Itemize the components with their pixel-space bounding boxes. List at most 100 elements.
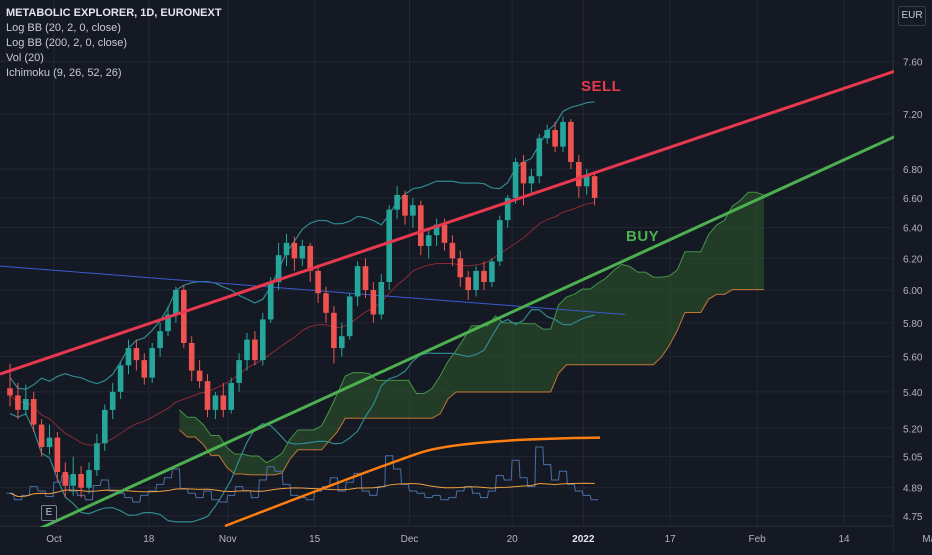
candle-body: [38, 424, 45, 448]
time-tick-label: 17: [665, 534, 677, 545]
candle-body: [473, 270, 479, 291]
buy-channel-line: [0, 117, 932, 549]
candle-body: [94, 443, 100, 471]
candle-body: [339, 336, 345, 349]
sell-annotation: SELL: [581, 78, 622, 95]
time-tick-label: 20: [507, 534, 519, 545]
candle-body: [497, 220, 503, 262]
candle-body: [109, 391, 116, 410]
price-tick-label: 5.05: [903, 453, 923, 464]
price-tick-label: 6.80: [903, 165, 923, 176]
candle-body: [315, 270, 321, 294]
candle-body: [568, 121, 574, 162]
time-tick-label: Oct: [46, 534, 62, 545]
candle-body: [331, 312, 337, 349]
candle-body: [165, 314, 171, 332]
price-tick-label: 6.60: [903, 194, 923, 205]
study-volume[interactable]: Vol (20): [6, 52, 44, 64]
bb-lower-line: [9, 309, 595, 523]
ichimoku-span-a: [179, 191, 765, 464]
candle-body: [252, 339, 258, 361]
candle-body: [196, 370, 203, 382]
candle-body: [212, 395, 219, 410]
price-tick-label: 4.89: [903, 484, 923, 495]
candle-body: [86, 470, 92, 488]
candle-body: [267, 281, 274, 320]
study-ichimoku[interactable]: Ichimoku (9, 26, 52, 26): [6, 67, 122, 79]
candle-body: [323, 293, 329, 313]
time-tick-label: 2022: [572, 534, 595, 545]
time-tick-label: Mar: [922, 534, 932, 545]
ichimoku-cloud: [179, 192, 764, 475]
buy-annotation: BUY: [626, 228, 660, 245]
chart-legend: METABOLIC EXPLORER, 1D, EURONEXT Log BB …: [6, 6, 222, 81]
candle-body: [173, 290, 179, 315]
candle-body: [576, 161, 582, 187]
candle-body: [402, 194, 408, 216]
candle-body: [102, 409, 108, 444]
candle-body: [54, 437, 61, 473]
candle-body: [236, 360, 242, 383]
candle-body: [78, 473, 84, 488]
candle-body: [536, 138, 543, 177]
price-tick-label: 4.75: [903, 512, 923, 523]
candle-body: [275, 255, 282, 282]
candle-body: [425, 235, 432, 246]
candle-body: [465, 277, 471, 291]
ma-200-line: [224, 436, 601, 528]
ichimoku-span-b: [179, 289, 764, 476]
candle-body: [204, 381, 211, 410]
symbol-title[interactable]: METABOLIC EXPLORER, 1D, EURONEXT: [6, 7, 222, 19]
price-tick-label: 5.80: [903, 319, 923, 330]
candle-body: [520, 161, 527, 184]
study-bb-20[interactable]: Log BB (20, 2, 0, close): [6, 22, 121, 34]
candle-body: [346, 296, 353, 337]
candle-body: [62, 472, 69, 486]
candle-body: [291, 242, 298, 259]
candle-body: [489, 261, 495, 282]
time-tick-label: 15: [309, 534, 321, 545]
candle-body: [544, 130, 550, 139]
candle-body: [457, 258, 464, 278]
candle-body: [133, 348, 140, 361]
candle-body: [220, 395, 227, 410]
candle-body: [125, 348, 132, 366]
currency-unit-button[interactable]: EUR: [898, 6, 926, 26]
candle-body: [370, 290, 377, 315]
candle-body: [481, 270, 487, 282]
candle-body: [181, 290, 187, 343]
candle-body: [299, 245, 306, 259]
candle-body: [591, 176, 598, 198]
candle-body: [70, 473, 76, 486]
price-axis-background: [894, 0, 932, 550]
candle-body: [418, 205, 424, 246]
candle-body: [188, 342, 195, 371]
candle-body: [30, 399, 37, 425]
candle-body: [228, 382, 234, 410]
time-tick-label: Nov: [219, 534, 237, 545]
price-tick-label: 5.20: [903, 424, 923, 435]
study-bb-200[interactable]: Log BB (200, 2, 0, close): [6, 37, 128, 49]
time-tick-label: Dec: [401, 534, 419, 545]
price-tick-label: 5.60: [903, 353, 923, 364]
candle-body: [260, 319, 266, 361]
candle-body: [117, 365, 124, 392]
price-tick-label: 6.00: [903, 286, 923, 297]
candle-body: [449, 242, 456, 259]
time-tick-label: 18: [143, 534, 155, 545]
time-axis-background: [0, 527, 893, 550]
price-tick-label: 6.40: [903, 224, 923, 235]
earnings-event-marker[interactable]: E: [41, 505, 57, 521]
time-tick-label: 14: [838, 534, 850, 545]
price-tick-label: 7.20: [903, 110, 923, 121]
candle-body: [433, 224, 440, 236]
candle-body: [307, 245, 313, 271]
candle-body: [441, 224, 448, 243]
candle-body: [583, 176, 590, 187]
time-tick-label: Feb: [748, 534, 766, 545]
candle-body: [15, 395, 21, 410]
volume-ma-line: [9, 482, 595, 498]
